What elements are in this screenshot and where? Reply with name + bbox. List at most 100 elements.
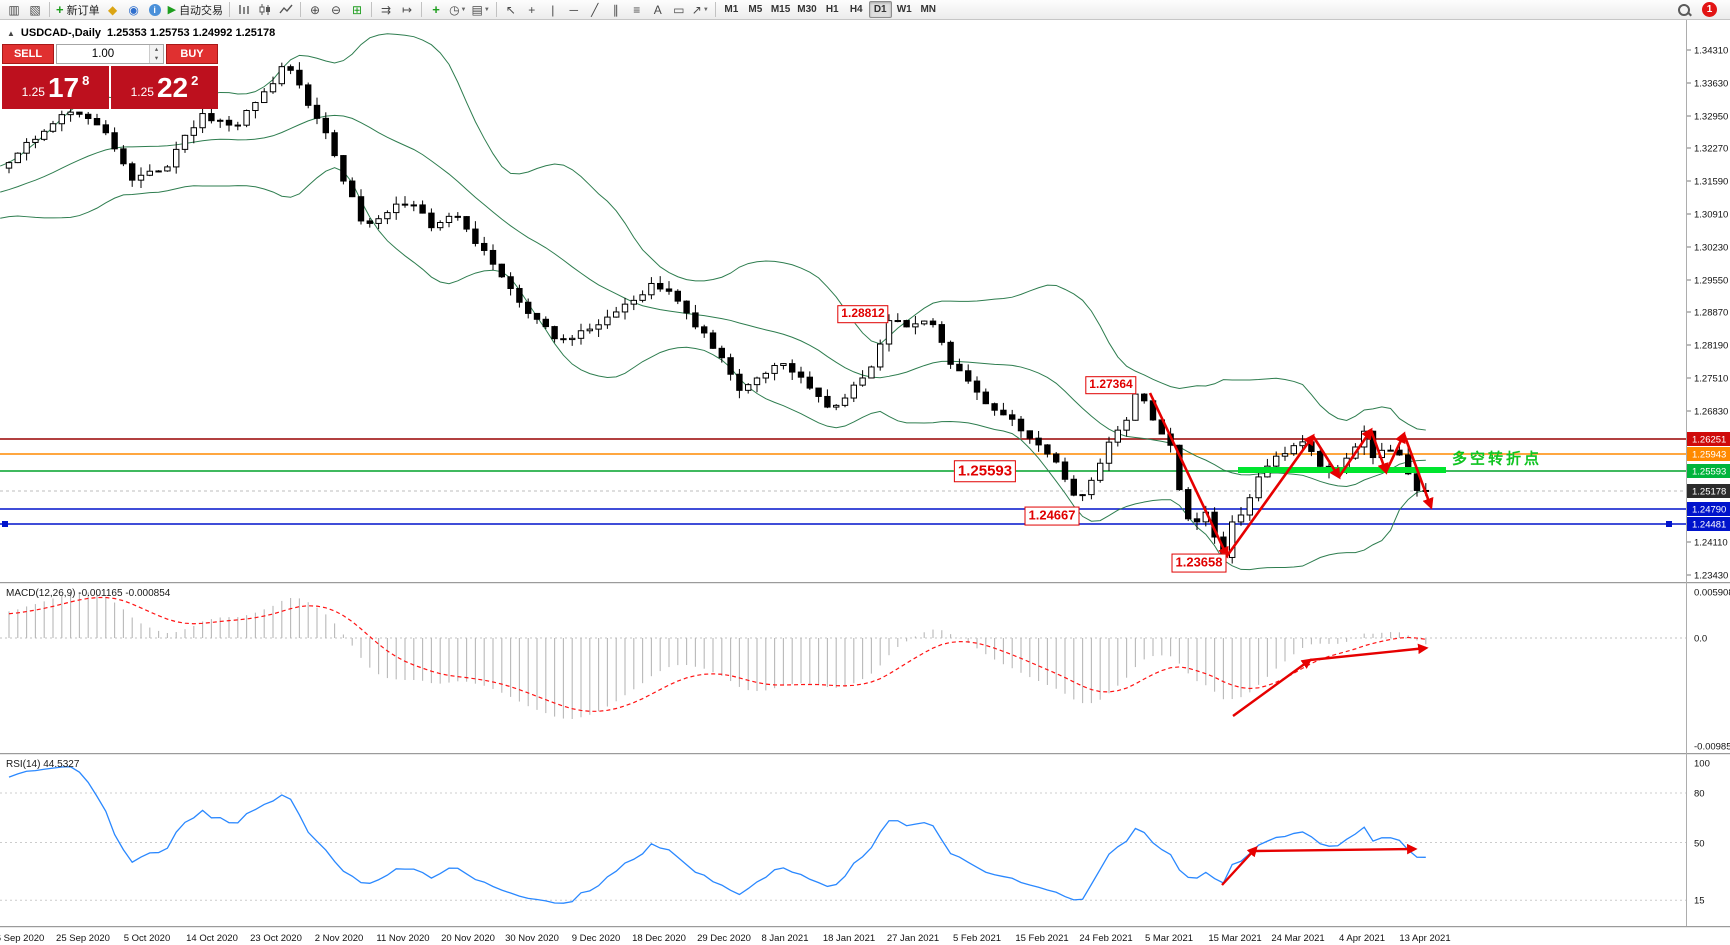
- svg-text:5 Oct 2020: 5 Oct 2020: [124, 933, 170, 944]
- volume-field: ▴ ▾: [56, 44, 164, 64]
- rsi-name: RSI(14): [6, 759, 41, 770]
- candlestick-chart-icon[interactable]: [255, 1, 275, 18]
- market-icon[interactable]: ◉: [128, 2, 139, 17]
- channel-icon[interactable]: ∥: [612, 2, 619, 17]
- tile-windows-icon[interactable]: ⊞: [352, 2, 363, 17]
- fibonacci-icon[interactable]: ≡: [633, 2, 641, 17]
- text-tool-icon[interactable]: A: [653, 2, 662, 17]
- svg-text:1.29550: 1.29550: [1694, 276, 1728, 287]
- auto-trading-button[interactable]: ▶ 自动交易: [166, 1, 225, 18]
- vertical-line-icon[interactable]: |: [551, 2, 555, 17]
- bid-ask-row: 1.25 17 8 1.25 22 2: [2, 66, 218, 109]
- help-icon[interactable]: i: [145, 1, 165, 18]
- templates-icon[interactable]: ▤ ▼: [471, 2, 490, 17]
- search-icon[interactable]: [1676, 2, 1692, 18]
- trendline-icon[interactable]: ╱: [591, 2, 599, 17]
- play-icon: ▶: [167, 4, 177, 16]
- volume-up-icon[interactable]: ▴: [150, 45, 163, 54]
- chart-shift-icon[interactable]: ↦: [402, 2, 413, 17]
- horizontal-line-icon[interactable]: ─: [569, 2, 579, 17]
- svg-text:5 Feb 2021: 5 Feb 2021: [953, 933, 1001, 944]
- timeframe-m1-button[interactable]: M1: [724, 4, 739, 15]
- timeframe-h4-button[interactable]: H4: [849, 4, 863, 15]
- svg-text:1.27510: 1.27510: [1694, 374, 1728, 385]
- volume-input[interactable]: [57, 45, 149, 63]
- timeframe-m30-button[interactable]: M30: [797, 4, 817, 15]
- toolbar: ▥ ▧ + 新订单 ◆ ◉ i ▶ 自动交易 ⊕ ⊖ ⊞ ⇉ ↦ + ◷ ▼ ▤ ▼…: [0, 0, 1730, 20]
- svg-text:1.31590: 1.31590: [1694, 177, 1728, 188]
- metaquotes-icon[interactable]: ◆: [107, 2, 118, 17]
- auto-scroll-icon[interactable]: ⇉: [381, 2, 392, 17]
- profiles-icon[interactable]: ▧: [29, 2, 41, 17]
- trend-arrow-annotations[interactable]: [1148, 392, 1446, 559]
- arrows-tool-icon[interactable]: ↗ ▼: [691, 2, 709, 17]
- sell-button[interactable]: SELL: [2, 44, 54, 64]
- zoom-in-icon[interactable]: ⊕: [310, 2, 321, 17]
- bid-price-pip: 8: [82, 73, 90, 88]
- zoom-out-icon[interactable]: ⊖: [331, 2, 342, 17]
- timeframe-m5-button[interactable]: M5: [748, 4, 763, 15]
- svg-text:4 Apr 2021: 4 Apr 2021: [1339, 933, 1385, 944]
- svg-text:1.25178: 1.25178: [1692, 487, 1726, 498]
- ask-price-prefix: 1.25: [130, 84, 154, 99]
- svg-text:9 Dec 2020: 9 Dec 2020: [572, 933, 621, 944]
- toolbar-separator: [421, 2, 423, 17]
- price-level-lines[interactable]: [0, 438, 1686, 527]
- svg-text:2 Nov 2020: 2 Nov 2020: [315, 933, 364, 944]
- svg-text:1.23430: 1.23430: [1694, 571, 1728, 582]
- periods-icon[interactable]: ◷ ▼: [449, 2, 467, 17]
- svg-text:1.24110: 1.24110: [1694, 538, 1728, 549]
- svg-text:100: 100: [1694, 759, 1710, 770]
- ask-price-big: 22: [156, 71, 189, 103]
- cursor-icon[interactable]: ↖: [505, 2, 516, 17]
- chart-title: ▲ USDCAD-,Daily 1.25353 1.25753 1.24992 …: [7, 27, 275, 39]
- caret-down-icon: ▼: [702, 6, 709, 13]
- collapse-panel-icon[interactable]: ▲: [7, 28, 15, 38]
- svg-text:1.32270: 1.32270: [1694, 144, 1728, 155]
- line-chart-icon[interactable]: [276, 1, 296, 18]
- svg-text:30 Nov 2020: 30 Nov 2020: [505, 933, 559, 944]
- timeframe-m15-button[interactable]: M15: [770, 4, 791, 15]
- timeframe-mn-button[interactable]: MN: [920, 4, 936, 15]
- svg-text:80: 80: [1694, 789, 1705, 800]
- svg-text:5 Mar 2021: 5 Mar 2021: [1145, 933, 1193, 944]
- panel-dividers[interactable]: [0, 582, 1730, 929]
- indicators-icon[interactable]: +: [426, 1, 446, 18]
- svg-text:50: 50: [1694, 839, 1705, 850]
- ask-price-panel[interactable]: 1.25 22 2: [111, 66, 218, 109]
- timeframe-d1-button[interactable]: D1: [868, 1, 892, 18]
- svg-text:1.26830: 1.26830: [1694, 407, 1728, 418]
- toolbar-separator: [49, 2, 50, 17]
- time-axis[interactable]: 6 Sep 2020 25 Sep 2020 5 Oct 2020 14 Oct 20…: [0, 933, 1451, 944]
- price-flag: 1.24667: [1024, 506, 1080, 526]
- new-order-button[interactable]: + 新订单: [54, 1, 102, 18]
- svg-text:1.25593: 1.25593: [1692, 467, 1726, 478]
- bid-price-big: 17: [47, 71, 80, 103]
- svg-text:14 Oct 2020: 14 Oct 2020: [186, 933, 238, 944]
- text-label-icon[interactable]: ▭: [673, 2, 685, 17]
- svg-text:25 Sep 2020: 25 Sep 2020: [56, 933, 110, 944]
- bar-chart-icon[interactable]: [234, 1, 254, 18]
- buy-button[interactable]: BUY: [166, 44, 218, 64]
- svg-text:18 Dec 2020: 18 Dec 2020: [632, 933, 686, 944]
- caret-down-icon: ▼: [483, 6, 490, 13]
- volume-down-icon[interactable]: ▾: [150, 54, 163, 63]
- svg-text:1.26251: 1.26251: [1692, 435, 1726, 446]
- caret-down-icon: ▼: [460, 6, 467, 13]
- bid-price-panel[interactable]: 1.25 17 8: [2, 66, 109, 109]
- timeframe-w1-button[interactable]: W1: [896, 4, 912, 15]
- rsi-value: 44.5327: [43, 759, 80, 770]
- toolbar-separator: [229, 2, 231, 17]
- svg-text:1.30910: 1.30910: [1694, 210, 1728, 221]
- price-axis[interactable]: 1.34310 1.33630 1.32950 1.32270 1.31590 1.309…: [1686, 20, 1730, 926]
- help-dot-icon: i: [148, 3, 161, 16]
- ask-price-pip: 2: [191, 73, 199, 88]
- crosshair-icon[interactable]: +: [528, 2, 536, 17]
- svg-text:15 Feb 2021: 15 Feb 2021: [1015, 933, 1068, 944]
- charts-window-icon[interactable]: ▥: [8, 2, 20, 17]
- timeframe-h1-button[interactable]: H1: [825, 4, 839, 15]
- price-flag: 1.27364: [1085, 376, 1137, 394]
- notification-badge[interactable]: 1: [1702, 2, 1717, 17]
